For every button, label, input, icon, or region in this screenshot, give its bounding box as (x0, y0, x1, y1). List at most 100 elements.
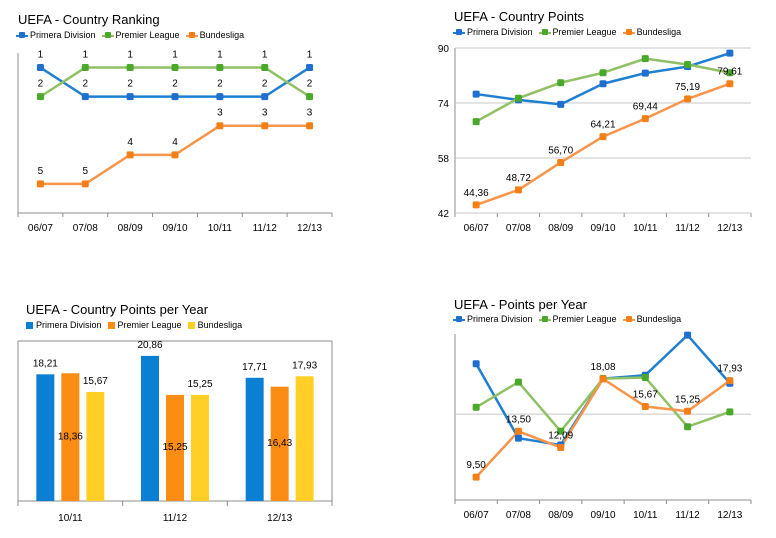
legend-label: Primera Division (30, 30, 96, 40)
legend-item-primera: Primera Division (16, 30, 96, 40)
legend-label: Premier League (115, 30, 180, 40)
bar-label-bar_bundesliga: 15,67 (83, 376, 108, 387)
legend-swatch-premier (538, 28, 551, 37)
x-tick-label: 11/12 (253, 223, 278, 234)
data-point-premier (261, 64, 269, 72)
per-year-chart-legend: Primera Division Premier League Bundesli… (26, 320, 248, 330)
data-point-primera (171, 93, 179, 101)
data-point-bundesliga (261, 122, 269, 130)
points-chart-legend: Primera Division Premier League Bundesli… (453, 27, 687, 37)
data-point-premier (514, 378, 522, 386)
legend-swatch-bundesliga (187, 321, 195, 329)
bar-label-bar_bundesliga: 17,93 (292, 360, 317, 371)
x-tick-label: 10/11 (633, 510, 658, 521)
data-label-bundesliga: 64,21 (590, 120, 615, 131)
legend-item-primera: Primera Division (453, 27, 533, 37)
bar-bar_primera (141, 355, 159, 501)
bar-bar_premier (61, 373, 80, 501)
legend-item-premier: Premier League (107, 320, 182, 330)
ranking-chart: 06/07 07/08 08/09 09/10 10/11 11/12 12/13 1 2 2 2 2… (17, 50, 333, 234)
legend-swatch-primera (26, 321, 33, 329)
data-point-premier (171, 64, 179, 72)
data-point-premier (216, 64, 224, 72)
data-point-primera (472, 90, 480, 98)
data-label-bundesliga: 4 (127, 137, 133, 148)
legend-swatch-primera (16, 31, 28, 40)
data-point-primera (126, 93, 134, 101)
data-label-premier: 1 (217, 50, 223, 61)
data-point-bundesliga (557, 158, 565, 166)
data-point-bundesliga (81, 180, 89, 188)
data-label-primera: 2 (83, 79, 89, 90)
legend-label: Premier League (552, 27, 617, 37)
legend-label: Primera Division (36, 320, 102, 330)
data-point-primera (599, 80, 607, 88)
legend-item-premier: Premier League (101, 30, 180, 40)
x-tick-label: 10/11 (58, 513, 83, 524)
legend-label: Bundesliga (636, 314, 682, 324)
data-label-bundesliga: 15,67 (633, 389, 658, 400)
data-label-premier: 2 (307, 79, 313, 90)
points-chart-title: UEFA - Country Points (454, 9, 585, 24)
data-point-primera (726, 49, 734, 57)
data-point-premier (36, 93, 44, 101)
x-tick-label: 08/09 (118, 223, 143, 234)
legend-label: Premier League (117, 320, 182, 330)
data-label-primera: 1 (307, 50, 313, 61)
y-tick-label: 58 (438, 154, 450, 165)
bar-bar_premier (166, 394, 184, 501)
x-tick-label: 08/09 (548, 510, 573, 521)
data-label-premier: 1 (262, 50, 268, 61)
data-label-bundesliga: 18,08 (590, 362, 615, 373)
bar-label-bar_premier: 16,43 (267, 438, 292, 449)
ranking-chart-legend: Primera Division Premier League Bundesli… (16, 30, 250, 40)
data-point-primera (472, 360, 480, 368)
bar-label-bar_premier: 15,25 (162, 442, 187, 453)
data-point-primera (514, 434, 522, 442)
data-label-primera: 2 (127, 79, 133, 90)
data-point-bundesliga (599, 133, 607, 141)
bar-bar_primera (36, 374, 55, 501)
data-point-bundesliga (684, 407, 692, 415)
bar-bar_bundesliga (86, 391, 105, 501)
data-label-bundesliga: 5 (83, 166, 89, 177)
x-tick-label: 09/10 (590, 510, 615, 521)
data-label-bundesliga: 75,19 (675, 82, 700, 93)
data-label-premier: 1 (172, 50, 178, 61)
bar-label-bar_primera: 20,86 (137, 340, 162, 351)
data-point-premier (684, 423, 692, 431)
data-label-bundesliga: 69,44 (633, 102, 658, 113)
data-point-bundesliga (641, 115, 649, 123)
legend-label: Bundesliga (636, 27, 682, 37)
x-tick-label: 06/07 (464, 223, 489, 234)
data-point-primera (36, 64, 44, 72)
legend-label: Bundesliga (199, 30, 245, 40)
legend-swatch-bundesliga (622, 28, 635, 37)
data-point-bundesliga (306, 122, 314, 130)
x-tick-label: 11/12 (163, 513, 188, 524)
data-label-bundesliga: 9,50 (466, 460, 486, 471)
data-label-primera: 1 (38, 50, 44, 61)
y-tick-label: 90 (438, 44, 450, 55)
data-label-bundesliga: 56,70 (548, 145, 573, 156)
data-point-primera (557, 100, 565, 108)
legend-item-bundesliga: Bundesliga (622, 27, 682, 37)
data-point-bundesliga (557, 443, 565, 451)
legend-label: Primera Division (467, 314, 533, 324)
x-tick-label: 08/09 (548, 223, 573, 234)
legend-swatch-bundesliga (622, 315, 635, 324)
data-point-premier (472, 118, 480, 126)
x-tick-label: 10/11 (633, 223, 658, 234)
x-tick-label: 12/13 (717, 510, 742, 521)
x-tick-label: 12/13 (717, 223, 742, 234)
data-point-premier (557, 79, 565, 87)
legend-item-bundesliga: Bundesliga (185, 30, 245, 40)
data-point-bundesliga (126, 151, 134, 159)
bar-bar_bundesliga (295, 376, 314, 501)
bar-bar_primera (245, 377, 264, 501)
data-point-premier (472, 403, 480, 411)
x-tick-label: 12/13 (267, 513, 292, 524)
points-per-year-chart-legend: Primera Division Premier League Bundesli… (453, 314, 687, 324)
data-label-primera: 2 (262, 79, 268, 90)
bar-label-bar_primera: 17,71 (242, 362, 267, 373)
